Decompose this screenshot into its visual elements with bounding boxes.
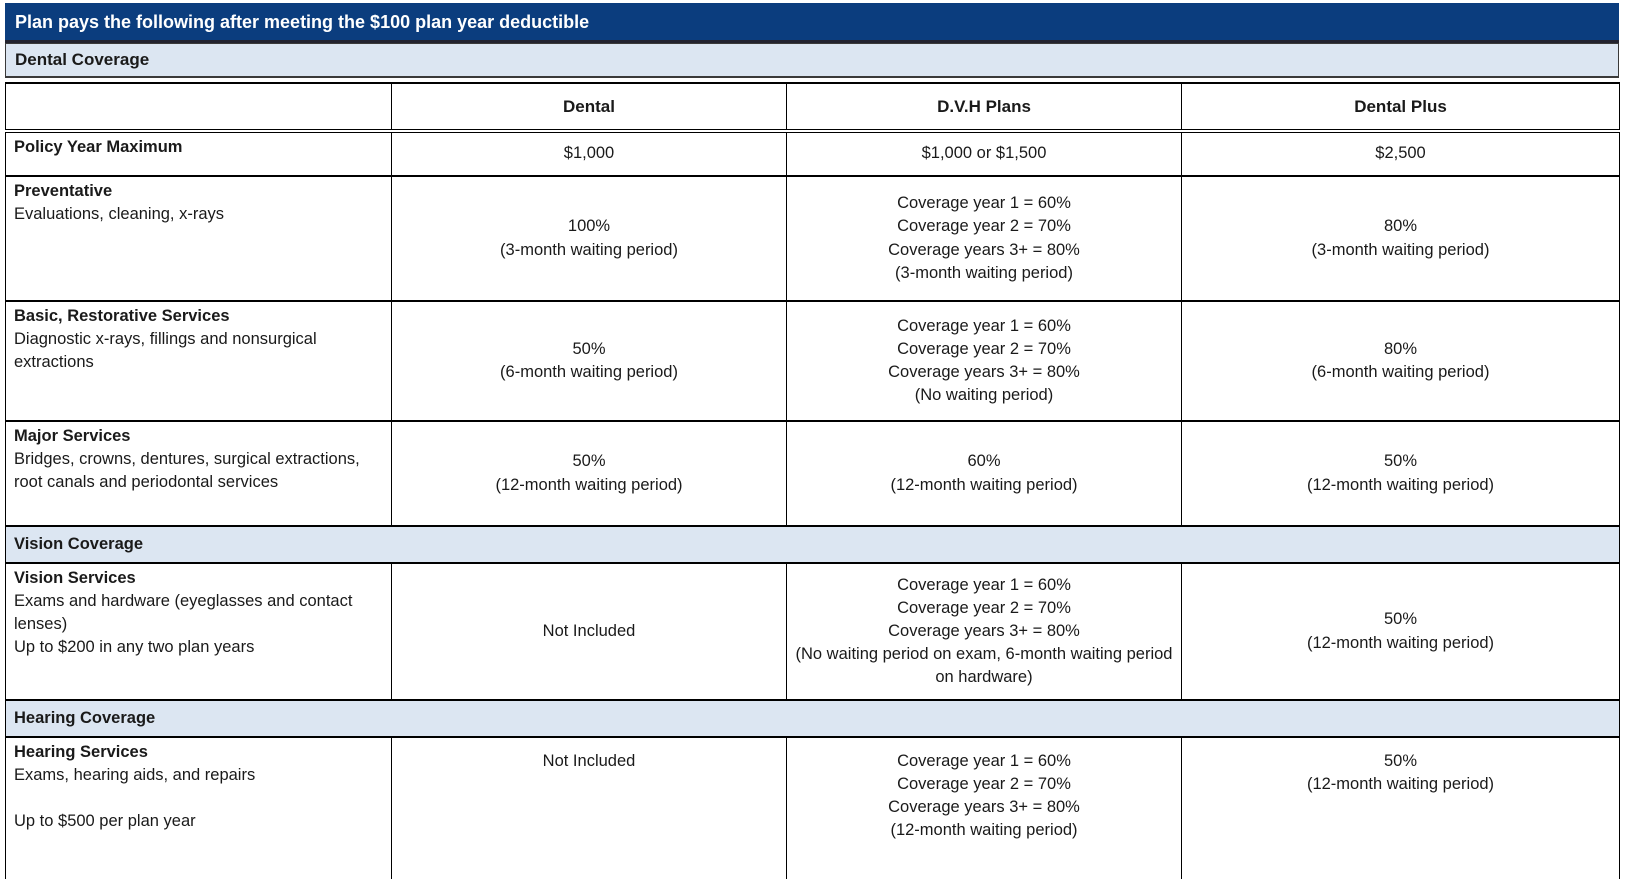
row-description: Evaluations, cleaning, x-rays bbox=[14, 205, 225, 224]
row-title: Preventative bbox=[14, 182, 113, 200]
row-description: Exams and hardware (eyeglasses and conta… bbox=[14, 592, 353, 657]
dental-plus-cell: 50% (12-month waiting period) bbox=[1181, 562, 1620, 701]
section-header-dental-coverage: Dental Coverage bbox=[5, 43, 1619, 78]
plan-deductible-banner: Plan pays the following after meeting th… bbox=[5, 3, 1619, 43]
dental-cell: Not Included bbox=[391, 562, 787, 701]
row-title-cell: Policy Year Maximum bbox=[5, 130, 392, 177]
column-header-blank bbox=[5, 82, 392, 133]
row-title-cell: Major Services Bridges, crowns, dentures… bbox=[5, 420, 392, 527]
row-title: Major Services bbox=[14, 427, 131, 445]
dental-cell: 100% (3-month waiting period) bbox=[391, 175, 787, 302]
dvh-cell: Coverage year 1 = 60% Coverage year 2 = … bbox=[786, 562, 1182, 701]
row-description: Exams, hearing aids, and repairs Up to $… bbox=[14, 766, 256, 831]
row-title-cell: Vision Services Exams and hardware (eyeg… bbox=[5, 562, 392, 701]
coverage-table: Dental D.V.H Plans Dental Plus Policy Ye… bbox=[5, 82, 1620, 879]
table-row-hearing-services: Hearing Services Exams, hearing aids, an… bbox=[5, 736, 1620, 879]
dental-cell: $1,000 bbox=[391, 130, 787, 177]
dental-plus-cell: 80% (3-month waiting period) bbox=[1181, 175, 1620, 302]
row-description: Diagnostic x-rays, fillings and nonsurgi… bbox=[14, 330, 317, 372]
dental-plus-cell: $2,500 bbox=[1181, 130, 1620, 177]
row-title-cell: Basic, Restorative Services Diagnostic x… bbox=[5, 300, 392, 422]
column-header-dvh-plans: D.V.H Plans bbox=[786, 82, 1182, 133]
section-header-hearing-coverage: Hearing Coverage bbox=[5, 699, 1620, 738]
table-row-policy-year-maximum: Policy Year Maximum $1,000 $1,000 or $1,… bbox=[5, 130, 1620, 177]
column-header-dental-plus: Dental Plus bbox=[1181, 82, 1620, 133]
dental-cell: 50% (6-month waiting period) bbox=[391, 300, 787, 422]
section-row-vision: Vision Coverage bbox=[5, 525, 1620, 564]
row-title: Hearing Services bbox=[14, 743, 148, 761]
section-header-vision-coverage: Vision Coverage bbox=[5, 525, 1620, 564]
dvh-cell: Coverage year 1 = 60% Coverage year 2 = … bbox=[786, 736, 1182, 879]
dvh-cell: Coverage year 1 = 60% Coverage year 2 = … bbox=[786, 175, 1182, 302]
dental-plus-cell: 50% (12-month waiting period) bbox=[1181, 736, 1620, 879]
row-title: Basic, Restorative Services bbox=[14, 307, 230, 325]
column-header-row: Dental D.V.H Plans Dental Plus bbox=[5, 82, 1620, 133]
dental-plus-cell: 80% (6-month waiting period) bbox=[1181, 300, 1620, 422]
dvh-cell: 60% (12-month waiting period) bbox=[786, 420, 1182, 527]
row-title-cell: Hearing Services Exams, hearing aids, an… bbox=[5, 736, 392, 879]
row-title-cell: Preventative Evaluations, cleaning, x-ra… bbox=[5, 175, 392, 302]
column-header-dental: Dental bbox=[391, 82, 787, 133]
dvh-cell: Coverage year 1 = 60% Coverage year 2 = … bbox=[786, 300, 1182, 422]
table-row-basic-restorative: Basic, Restorative Services Diagnostic x… bbox=[5, 300, 1620, 422]
row-title: Vision Services bbox=[14, 569, 136, 587]
dvh-cell: $1,000 or $1,500 bbox=[786, 130, 1182, 177]
dental-cell: Not Included bbox=[391, 736, 787, 879]
table-row-preventative: Preventative Evaluations, cleaning, x-ra… bbox=[5, 175, 1620, 302]
dental-cell: 50% (12-month waiting period) bbox=[391, 420, 787, 527]
table-row-vision-services: Vision Services Exams and hardware (eyeg… bbox=[5, 562, 1620, 701]
dental-plus-cell: 50% (12-month waiting period) bbox=[1181, 420, 1620, 527]
table-row-major-services: Major Services Bridges, crowns, dentures… bbox=[5, 420, 1620, 527]
section-row-hearing: Hearing Coverage bbox=[5, 699, 1620, 738]
row-description: Bridges, crowns, dentures, surgical extr… bbox=[14, 450, 360, 492]
row-title: Policy Year Maximum bbox=[14, 138, 183, 156]
